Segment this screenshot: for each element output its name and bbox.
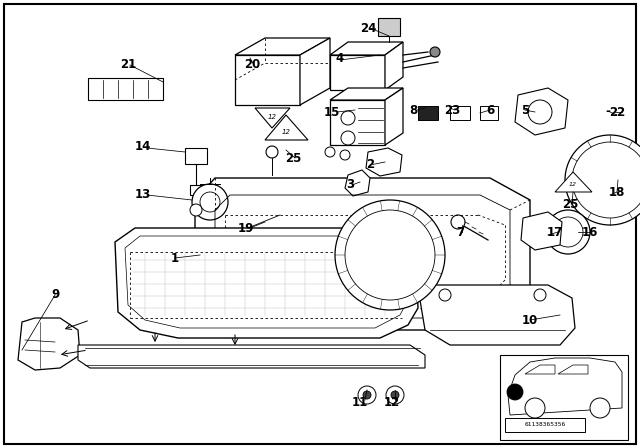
Circle shape — [341, 111, 355, 125]
Text: 25: 25 — [562, 198, 578, 211]
Text: 12: 12 — [282, 129, 291, 135]
Polygon shape — [330, 42, 403, 55]
Polygon shape — [420, 285, 575, 345]
Polygon shape — [235, 55, 300, 105]
Text: 13: 13 — [135, 189, 151, 202]
Text: 9: 9 — [51, 289, 59, 302]
Text: 61138365356: 61138365356 — [524, 422, 566, 427]
Circle shape — [335, 200, 445, 310]
Text: 4: 4 — [336, 52, 344, 65]
Text: 24: 24 — [360, 22, 376, 34]
Polygon shape — [18, 318, 80, 370]
Text: 5: 5 — [521, 103, 529, 116]
Circle shape — [386, 386, 404, 404]
Text: 17: 17 — [547, 225, 563, 238]
Polygon shape — [300, 38, 330, 105]
Bar — [190, 185, 202, 195]
Text: 22: 22 — [609, 105, 625, 119]
Circle shape — [525, 398, 545, 418]
Polygon shape — [235, 38, 330, 55]
Circle shape — [391, 391, 399, 399]
Circle shape — [325, 147, 335, 157]
Polygon shape — [385, 88, 403, 145]
Text: 7: 7 — [456, 225, 464, 238]
Text: 12: 12 — [384, 396, 400, 409]
Polygon shape — [515, 88, 568, 135]
Text: 1: 1 — [171, 251, 179, 264]
Circle shape — [553, 217, 583, 247]
Text: 10: 10 — [522, 314, 538, 327]
Bar — [88, 78, 163, 100]
Text: 14: 14 — [135, 141, 151, 154]
Circle shape — [190, 204, 202, 216]
Polygon shape — [255, 108, 290, 128]
Text: 21: 21 — [120, 59, 136, 72]
Circle shape — [200, 192, 220, 212]
Circle shape — [572, 142, 640, 218]
Text: 12: 12 — [268, 114, 276, 120]
Text: 20: 20 — [244, 59, 260, 72]
Text: 18: 18 — [609, 185, 625, 198]
Polygon shape — [366, 148, 402, 176]
Text: 16: 16 — [582, 225, 598, 238]
Text: 12: 12 — [569, 181, 577, 186]
Polygon shape — [265, 115, 308, 140]
Polygon shape — [78, 345, 425, 368]
Circle shape — [546, 210, 590, 254]
Polygon shape — [195, 178, 530, 330]
Text: 2: 2 — [366, 159, 374, 172]
Circle shape — [340, 150, 350, 160]
Text: 19: 19 — [238, 221, 254, 234]
Circle shape — [590, 398, 610, 418]
Polygon shape — [555, 172, 592, 192]
Polygon shape — [385, 42, 403, 90]
Circle shape — [358, 386, 376, 404]
Bar — [450, 106, 470, 120]
Circle shape — [430, 47, 440, 57]
Polygon shape — [345, 170, 370, 196]
Text: 3: 3 — [346, 178, 354, 191]
Polygon shape — [508, 358, 622, 415]
Polygon shape — [521, 212, 562, 250]
Bar — [418, 106, 438, 120]
Text: 6: 6 — [486, 103, 494, 116]
Text: 15: 15 — [324, 105, 340, 119]
Circle shape — [507, 384, 523, 400]
Circle shape — [341, 131, 355, 145]
Polygon shape — [330, 88, 403, 100]
Circle shape — [439, 289, 451, 301]
Text: 11: 11 — [352, 396, 368, 409]
Circle shape — [363, 391, 371, 399]
Circle shape — [192, 184, 228, 220]
Bar — [378, 18, 400, 36]
Polygon shape — [330, 55, 385, 90]
Polygon shape — [525, 365, 555, 374]
Bar — [480, 106, 498, 120]
Circle shape — [266, 146, 278, 158]
Text: 8: 8 — [409, 103, 417, 116]
Text: 23: 23 — [444, 103, 460, 116]
Polygon shape — [115, 228, 418, 338]
Bar — [505, 418, 585, 432]
Circle shape — [345, 210, 435, 300]
Text: -: - — [605, 105, 611, 119]
Bar — [500, 355, 628, 440]
Circle shape — [451, 215, 465, 229]
Circle shape — [528, 100, 552, 124]
Circle shape — [565, 135, 640, 225]
Polygon shape — [558, 365, 588, 374]
Polygon shape — [330, 100, 385, 145]
Bar — [185, 148, 207, 164]
Circle shape — [534, 289, 546, 301]
Text: 25: 25 — [285, 151, 301, 164]
